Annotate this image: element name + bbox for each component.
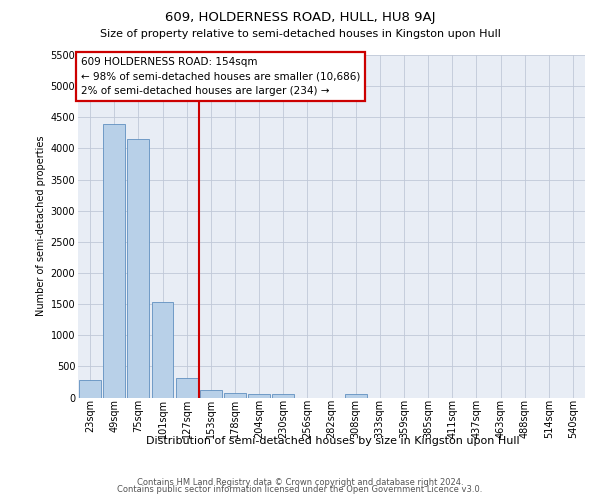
Bar	[127, 139, 149, 398]
Text: Size of property relative to semi-detached houses in Kingston upon Hull: Size of property relative to semi-detach…	[100, 29, 500, 39]
Bar	[176, 378, 197, 398]
Bar	[152, 302, 173, 398]
Text: Contains public sector information licensed under the Open Government Licence v3: Contains public sector information licen…	[118, 485, 482, 494]
Text: Distribution of semi-detached houses by size in Kingston upon Hull: Distribution of semi-detached houses by …	[146, 436, 520, 446]
Bar	[200, 390, 221, 398]
Text: 609 HOLDERNESS ROAD: 154sqm
← 98% of semi-detached houses are smaller (10,686)
2: 609 HOLDERNESS ROAD: 154sqm ← 98% of sem…	[80, 56, 360, 96]
Bar	[345, 394, 367, 398]
Y-axis label: Number of semi-detached properties: Number of semi-detached properties	[37, 136, 46, 316]
Bar	[79, 380, 101, 398]
Bar	[103, 124, 125, 398]
Bar	[224, 393, 246, 398]
Bar	[272, 394, 294, 398]
Bar	[248, 394, 270, 398]
Text: Contains HM Land Registry data © Crown copyright and database right 2024.: Contains HM Land Registry data © Crown c…	[137, 478, 463, 487]
Text: 609, HOLDERNESS ROAD, HULL, HU8 9AJ: 609, HOLDERNESS ROAD, HULL, HU8 9AJ	[165, 12, 435, 24]
